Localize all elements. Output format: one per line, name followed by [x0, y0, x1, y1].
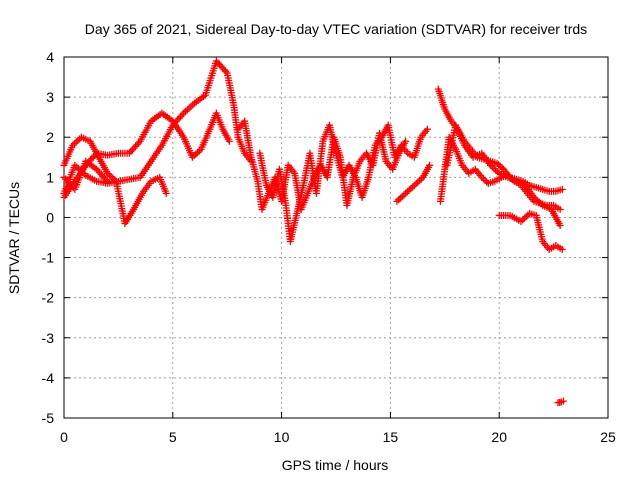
grid-lines [64, 57, 608, 418]
y-tick-label: -1 [42, 250, 55, 266]
data-point-marker [426, 161, 434, 169]
x-tick-label: 25 [600, 429, 616, 445]
data-point-marker [478, 173, 486, 181]
data-point-marker [412, 180, 420, 188]
data-point-marker [558, 185, 566, 193]
data-point-marker [414, 178, 422, 186]
x-tick-label: 15 [383, 429, 399, 445]
data-point-marker [496, 162, 504, 170]
data-point-marker [398, 193, 406, 201]
data-point-marker [175, 114, 183, 122]
data-point-marker [400, 191, 408, 199]
data-point-marker [416, 177, 424, 185]
data-point-marker [410, 181, 418, 189]
data-point-marker [402, 189, 410, 197]
data-point-marker [403, 188, 411, 196]
data-point-marker [178, 111, 186, 119]
tick-labels: 0 5 10 15 20 25 -5 -4 -3 -2 -1 0 1 2 3 4 [42, 49, 616, 445]
data-point-marker [481, 176, 489, 184]
data-points [60, 57, 567, 407]
y-tick-label: -5 [42, 410, 55, 426]
data-point-marker [72, 138, 80, 146]
data-point-marker [393, 197, 401, 205]
data-point-marker [130, 144, 138, 152]
data-point-marker [409, 183, 417, 191]
data-point-marker [192, 150, 200, 158]
x-tick-label: 5 [169, 429, 177, 445]
x-tick-label: 10 [274, 429, 290, 445]
data-point-marker [556, 221, 564, 229]
data-point-marker [215, 60, 223, 68]
data-point-marker [559, 397, 567, 405]
data-point-marker [97, 170, 105, 178]
data-point-marker [128, 146, 136, 154]
y-tick-label: -2 [42, 290, 55, 306]
y-tick-label: 1 [46, 169, 54, 185]
data-point-marker [423, 125, 431, 133]
data-point-marker [479, 175, 487, 183]
data-point-marker [162, 189, 170, 197]
data-point-marker [131, 142, 139, 150]
data-point-marker [558, 246, 566, 254]
data-point-marker [96, 169, 104, 177]
data-point-marker [220, 66, 228, 74]
data-point-marker [405, 186, 413, 194]
data-point-marker [495, 161, 503, 169]
data-point-marker [402, 137, 410, 145]
data-point-marker [177, 113, 185, 121]
data-point-marker [219, 64, 227, 72]
data-point-marker [396, 194, 404, 202]
y-tick-label: 3 [46, 89, 54, 105]
y-tick-label: -3 [42, 330, 55, 346]
data-point-marker [225, 137, 233, 145]
data-point-marker [395, 196, 403, 204]
data-point-marker [194, 148, 202, 156]
plot-frame [63, 56, 609, 419]
x-tick-label: 0 [60, 429, 68, 445]
data-point-marker [104, 177, 112, 185]
data-point-marker [556, 205, 564, 213]
y-tick-label: 2 [46, 129, 54, 145]
y-axis-label: SDTVAR / TECUs [6, 182, 22, 294]
y-tick-label: 0 [46, 209, 54, 225]
data-point-marker [493, 159, 501, 167]
chart-title: Day 365 of 2021, Sidereal Day-to-day VTE… [85, 21, 587, 37]
data-point-marker [407, 185, 415, 193]
data-point-marker [133, 141, 141, 149]
data-point-marker [483, 178, 491, 186]
y-tick-label: -4 [42, 370, 55, 386]
x-tick-label: 20 [491, 429, 507, 445]
data-point-marker [498, 164, 506, 172]
x-axis-label: GPS time / hours [282, 457, 389, 473]
axes [63, 56, 609, 419]
y-tick-label: 4 [46, 49, 54, 65]
data-point-marker [127, 148, 135, 156]
